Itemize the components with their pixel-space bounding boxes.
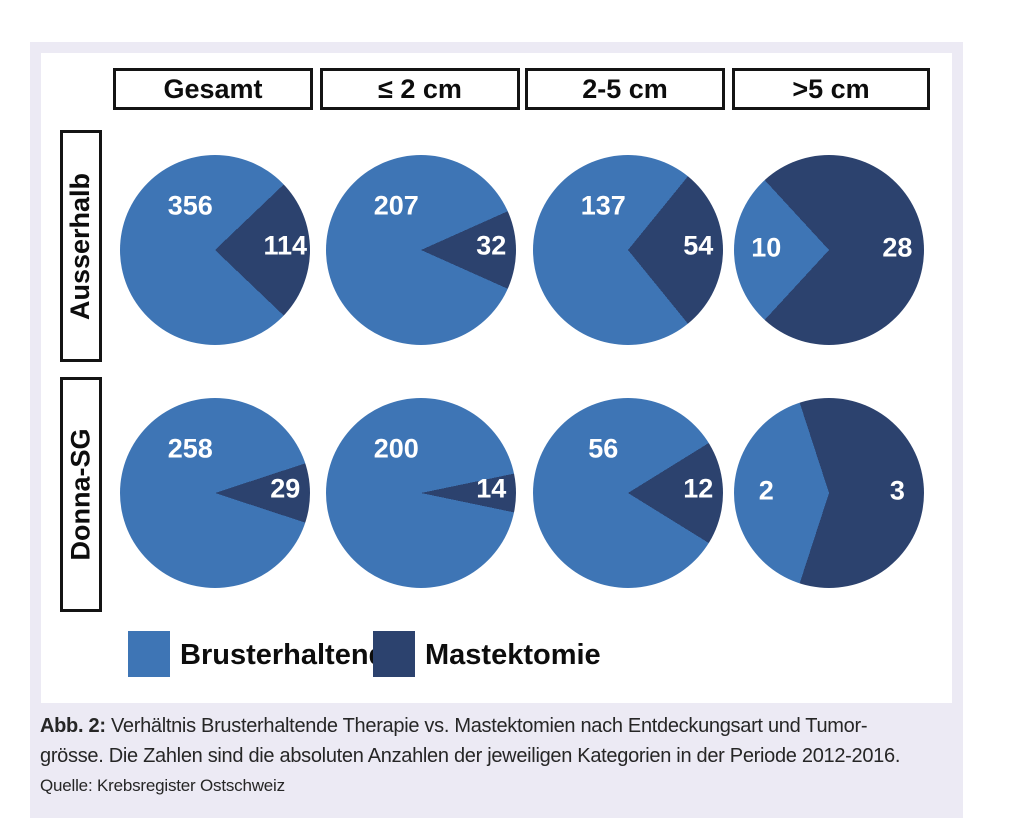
caption-text: Verhältnis Brusterhaltende Therapie vs. …	[105, 715, 868, 737]
column-header-label: ≤ 2 cm	[378, 73, 462, 104]
pie-value-brusterhaltend: 207	[373, 190, 419, 221]
pie-value-mastektomie: 14	[476, 473, 507, 504]
column-header-label: >5 cm	[792, 73, 870, 104]
column-header-gesamt: Gesamt	[113, 68, 313, 110]
row-header-label: Ausserhalb	[65, 172, 96, 320]
pie-ausserhalb-gesamt: 356 114	[120, 155, 310, 345]
pie-donna-sg-gt5cm: 2 3	[734, 398, 924, 588]
pie-value-brusterhaltend: 258	[167, 433, 213, 464]
pie-value-brusterhaltend: 10	[751, 232, 782, 263]
pie-value-brusterhaltend: 56	[588, 433, 619, 464]
column-header-2-5cm: 2-5 cm	[525, 68, 725, 110]
legend-swatch-mastektomie	[373, 631, 415, 677]
pie-ausserhalb-gt5cm: 10 28	[734, 155, 924, 345]
figure-panel: Gesamt ≤ 2 cm 2-5 cm >5 cm Ausserhalb Do…	[30, 42, 963, 818]
pie-donna-sg-2-5cm: 56 12	[533, 398, 723, 588]
caption-source: Quelle: Krebsregister Ostschweiz	[40, 776, 285, 795]
pie-donna-sg-le2cm: 200 14	[326, 398, 516, 588]
figure-caption: Abb. 2: Verhältnis Brusterhaltende Thera…	[40, 711, 956, 799]
column-header-label: 2-5 cm	[582, 73, 668, 104]
pie-ausserhalb-2-5cm: 137 54	[533, 155, 723, 345]
legend-swatch-brusterhaltend	[128, 631, 170, 677]
pie-value-mastektomie: 114	[263, 230, 308, 261]
column-header-le2cm: ≤ 2 cm	[320, 68, 520, 110]
caption-figure-label: Abb. 2:	[40, 715, 106, 737]
legend-label-mastektomie: Mastektomie	[425, 639, 601, 671]
caption-line-1: Abb. 2: Verhältnis Brusterhaltende Thera…	[40, 711, 956, 741]
chart-area: Gesamt ≤ 2 cm 2-5 cm >5 cm Ausserhalb Do…	[41, 53, 952, 703]
pie-value-mastektomie: 54	[683, 230, 714, 261]
pie-value-brusterhaltend: 2	[758, 475, 774, 506]
column-header-label: Gesamt	[163, 73, 263, 104]
row-header-label: Donna-SG	[65, 428, 96, 561]
pie-value-brusterhaltend: 200	[373, 433, 419, 464]
legend-label-brusterhaltend: Brusterhaltend	[180, 639, 387, 671]
pie-donna-sg-gesamt: 258 29	[120, 398, 310, 588]
row-header-ausserhalb: Ausserhalb	[60, 130, 102, 362]
pie-value-brusterhaltend: 137	[580, 190, 626, 221]
row-header-donna-sg: Donna-SG	[60, 377, 102, 612]
pie-value-mastektomie: 32	[476, 230, 507, 261]
pie-value-brusterhaltend: 356	[167, 190, 213, 221]
pie-value-mastektomie: 3	[889, 475, 905, 506]
caption-line-2: grösse. Die Zahlen sind die absoluten An…	[40, 745, 901, 767]
column-header-gt5cm: >5 cm	[732, 68, 930, 110]
pie-value-mastektomie: 28	[882, 232, 913, 263]
pie-value-mastektomie: 29	[270, 473, 301, 504]
pie-value-mastektomie: 12	[683, 473, 714, 504]
pie-ausserhalb-le2cm: 207 32	[326, 155, 516, 345]
